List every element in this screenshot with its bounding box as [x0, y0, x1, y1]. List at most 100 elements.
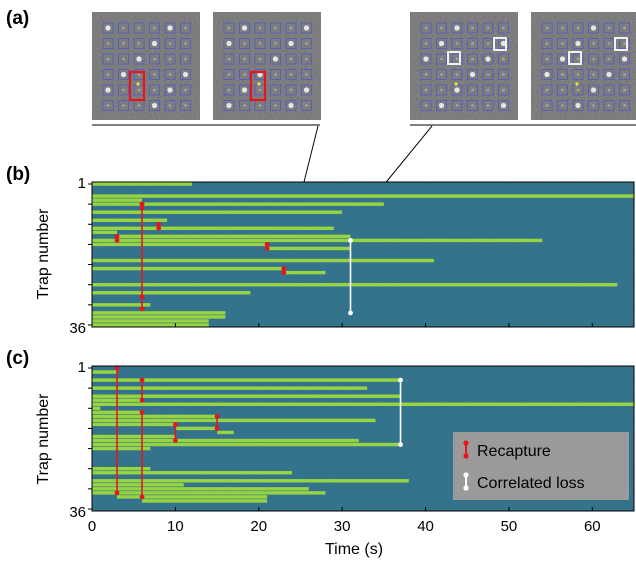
- occupancy-bar: [267, 246, 351, 251]
- occupancy-bar: [175, 426, 218, 431]
- occupancy-bar: [92, 303, 151, 307]
- x-tick-label: 60: [584, 518, 601, 535]
- highlight-box: [568, 51, 582, 65]
- y-axis-title-c: Trap number: [35, 393, 52, 485]
- legend: Recapture Correlated loss: [453, 432, 629, 500]
- occupancy-bar: [92, 311, 226, 315]
- x-axis-title: Time (s): [325, 541, 383, 558]
- y-label-bottom-b: 36: [69, 320, 86, 337]
- occupancy-bar: [92, 202, 143, 206]
- occupancy-bar: [92, 418, 376, 423]
- y-label-top-b: 1: [78, 175, 86, 192]
- occupancy-bar: [92, 406, 101, 411]
- x-tick-label: 50: [501, 518, 518, 535]
- panel-label-c: (c): [6, 348, 29, 369]
- occupancy-bar: [117, 234, 351, 239]
- legend-box: [453, 432, 629, 500]
- occupancy-bar: [92, 378, 401, 382]
- occupancy-bar: [92, 315, 226, 319]
- occupancy-bar: [92, 487, 309, 491]
- occupancy-bar: [92, 210, 343, 214]
- panel-label-b: (b): [6, 164, 30, 185]
- occupancy-bar: [92, 466, 151, 471]
- recapture-marker: [281, 266, 287, 276]
- x-tick-label: 40: [417, 518, 434, 535]
- frame-b: [91, 181, 635, 328]
- occupancy-bar: [92, 446, 151, 451]
- occupancy-bar: [92, 198, 143, 202]
- x-axis: 0 10 20 30 40 50 60: [88, 323, 601, 535]
- occupancy-bar: [142, 499, 268, 503]
- x-tick-label: 20: [250, 518, 267, 535]
- occupancy-bar: [92, 238, 543, 243]
- fluorescence-image: [531, 12, 636, 120]
- x-tick-label: 10: [167, 518, 184, 535]
- occupancy-bar: [142, 202, 384, 206]
- occupancy-bar: [92, 266, 284, 271]
- fluorescence-image: [410, 12, 518, 120]
- recapture-marker: [139, 377, 145, 403]
- recapture-marker: [214, 413, 220, 431]
- y-label-top-c: 1: [78, 359, 86, 376]
- heatmap-panel-c: 1 36 Trap number Recapture Correlated lo…: [35, 359, 635, 521]
- occupancy-bar: [92, 414, 218, 419]
- y-axis-title-b: Trap number: [35, 208, 52, 300]
- occupancy-bar: [92, 258, 434, 263]
- correlated-loss-marker: [348, 238, 353, 316]
- occupancy-bar: [92, 319, 209, 323]
- occupancy-bar: [92, 386, 368, 390]
- highlight-box: [493, 37, 507, 51]
- recapture-marker: [264, 242, 270, 251]
- heatmap-panel-b: 1 36 Trap number: [35, 175, 635, 337]
- recapture-marker: [172, 422, 178, 443]
- fluorescence-images: [92, 12, 636, 120]
- occupancy-bar: [92, 218, 168, 222]
- occupancy-bar: [92, 182, 193, 186]
- highlight-box: [128, 70, 146, 102]
- recapture-marker: [139, 294, 145, 300]
- highlight-box: [249, 70, 267, 102]
- occupancy-bar: [92, 434, 176, 439]
- occupancy-bar: [92, 291, 251, 295]
- occupancy-bar: [92, 282, 618, 287]
- occupancy-bar: [117, 495, 268, 499]
- occupancy-bar: [92, 422, 176, 427]
- occupancy-bar: [92, 479, 409, 483]
- panel-label-a: (a): [6, 8, 29, 29]
- occupancy-bar: [92, 402, 634, 406]
- legend-recapture-label: Recapture: [477, 443, 551, 460]
- occupancy-bar: [92, 438, 359, 443]
- y-label-bottom-c: 36: [69, 504, 86, 521]
- occupancy-bar: [283, 270, 326, 275]
- occupancy-bar: [92, 242, 268, 247]
- events-c: [114, 365, 403, 500]
- recapture-marker: [139, 409, 145, 500]
- y-ticks-b: [88, 183, 92, 326]
- recapture-marker: [156, 221, 162, 231]
- correlated-loss-marker: [398, 377, 403, 447]
- occupancy-bar: [92, 226, 334, 231]
- fluorescence-image: [213, 12, 321, 120]
- frame-c: [91, 365, 635, 512]
- occupancy-bar: [92, 370, 118, 374]
- occupancy-bar: [217, 430, 234, 435]
- occupancy-bar: [92, 442, 401, 447]
- occupancy-bar: [92, 471, 293, 475]
- occupancy-bar: [92, 394, 401, 398]
- occupancy-bar: [92, 230, 118, 235]
- heatmap-texture-b: [92, 182, 634, 327]
- fluorescence-image: [92, 12, 200, 120]
- y-ticks-c: [88, 367, 92, 510]
- legend-recapture-marker: [463, 440, 469, 459]
- occupancy-bar: [92, 323, 209, 327]
- highlight-box: [614, 37, 628, 51]
- legend-correlated-loss-label: Correlated loss: [477, 475, 585, 492]
- occupancy-bar: [92, 483, 184, 487]
- highlight-box: [447, 51, 461, 65]
- occupancy-bars-b: [92, 182, 634, 327]
- legend-correlated-loss-marker: [463, 472, 469, 491]
- occupancy-bar: [92, 491, 326, 495]
- recapture-marker: [139, 201, 145, 211]
- events-b: [114, 201, 353, 316]
